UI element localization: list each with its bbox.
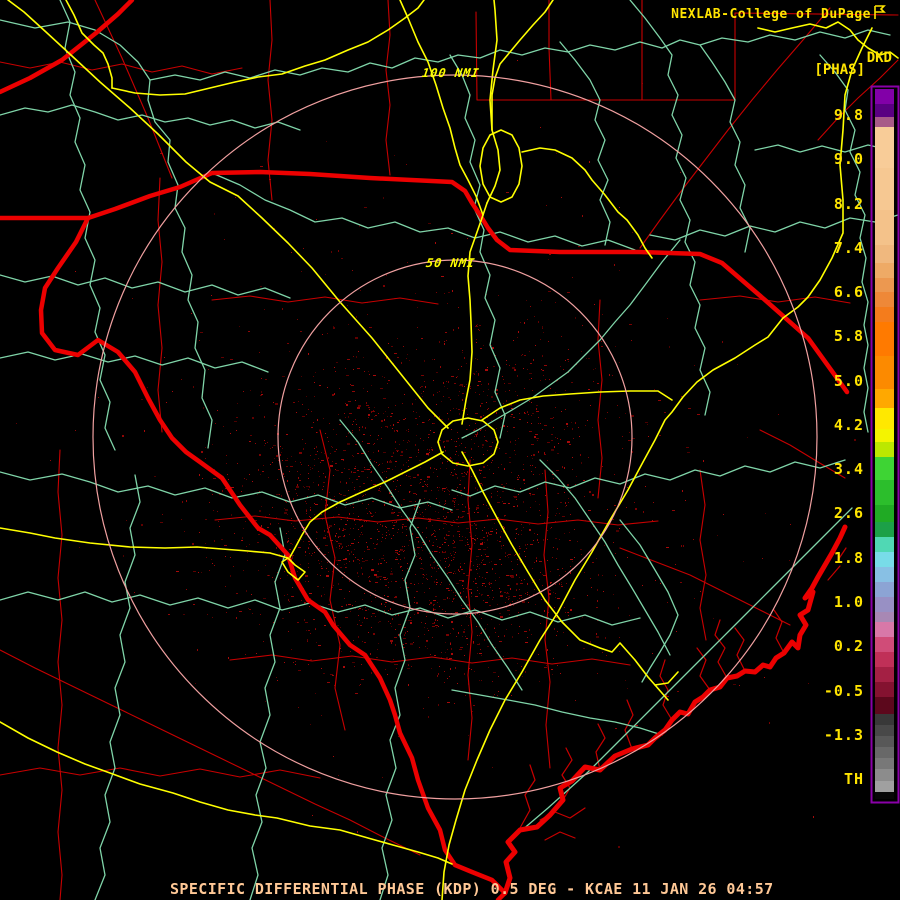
colorbar-tick-label: 6.6	[833, 283, 864, 301]
brand-text: NEXLAB-College of DuPage	[671, 5, 886, 24]
colorbar-tick-label: 2.6	[833, 504, 864, 522]
colorbar-tick-label: -1.3	[823, 726, 864, 744]
status-bar-text: SPECIFIC DIFFERENTIAL PHASE (KDP) 0.5 DE…	[170, 880, 774, 898]
colorbar-tick-label: 1.8	[833, 549, 864, 567]
brand-label: NEXLAB-College of DuPage	[671, 7, 871, 22]
range-ring-label-50: 50 NMI	[425, 256, 477, 270]
colorbar-tick-label: 5.0	[833, 372, 864, 390]
colorbar	[870, 85, 900, 804]
colorbar-tick-label: 4.2	[833, 416, 864, 434]
product-units-label: [PHAS]	[814, 62, 865, 78]
colorbar-tick-label: TH	[843, 770, 864, 788]
colorbar-tick-label: 1.0	[833, 593, 864, 611]
colorbar-tick-label: 3.4	[833, 460, 864, 478]
product-code-label: DKD	[866, 50, 892, 66]
range-ring-label-100: 100 NMI	[421, 66, 481, 80]
radar-echo-layer	[16, 60, 856, 848]
state-border-layer	[0, 0, 850, 900]
colorbar-tick-label: 0.2	[833, 637, 864, 655]
colorbar-tick-label: 5.8	[833, 327, 864, 345]
colorbar-tick-label: 9.8	[833, 106, 864, 124]
colorbar-tick-label: 9.0	[833, 150, 864, 168]
flag-icon	[873, 5, 886, 24]
colorbar-tick-label: 7.4	[833, 239, 864, 257]
colorbar-tick-label: -0.5	[823, 682, 864, 700]
range-ring-layer	[92, 74, 818, 800]
colorbar-tick-label: 8.2	[833, 195, 864, 213]
